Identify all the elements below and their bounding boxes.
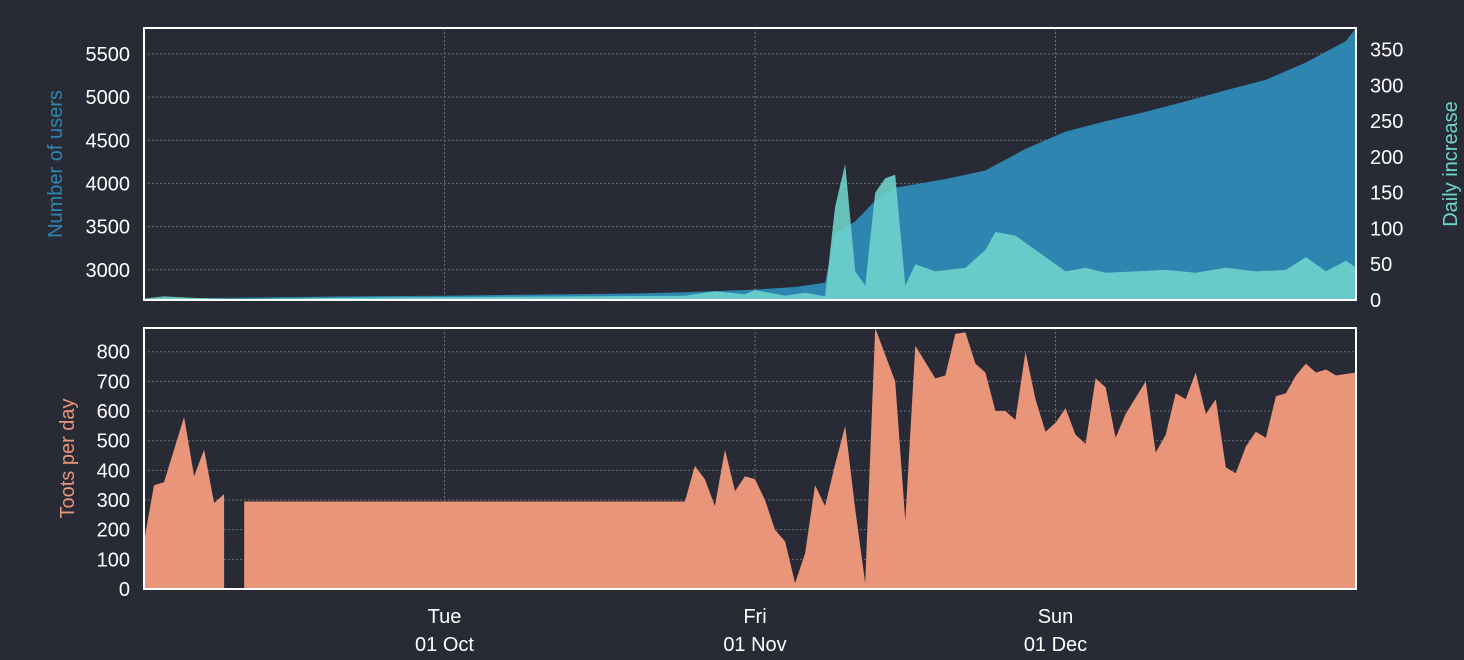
daily-y-tick-label: 250	[1370, 111, 1403, 133]
users-chart: 3000 3500 4000 4500 5000 5500 0 50 100 150 200 250 3…	[45, 27, 1462, 312]
toots-y-tick-label: 700	[97, 371, 130, 393]
users-y-tick-label: 4000	[86, 173, 131, 195]
toots-y-tick-label: 800	[97, 342, 130, 364]
toots-area	[144, 417, 225, 589]
daily-increase-area	[144, 164, 1356, 300]
users-y-axis-title: Number of users	[45, 90, 67, 238]
toots-y-tick-label: 400	[97, 460, 130, 482]
x-tick-weekday-label: Fri	[743, 606, 766, 628]
daily-y-tick-label: 200	[1370, 147, 1403, 169]
x-tick-weekday-label: Sun	[1038, 606, 1074, 628]
toots-y-tick-label: 500	[97, 431, 130, 453]
users-y-tick-label: 3500	[86, 217, 131, 239]
x-tick-date-label: 01 Dec	[1024, 634, 1087, 656]
daily-y-tick-label: 50	[1370, 254, 1392, 276]
toots-y-tick-label: 100	[97, 549, 130, 571]
users-y-tick-label: 5500	[86, 44, 131, 66]
users-chart-frame	[143, 27, 1357, 301]
toots-y-tick-label: 300	[97, 490, 130, 512]
toots-chart-frame	[143, 327, 1357, 590]
users-area	[144, 28, 1356, 300]
x-tick-date-label: 01 Oct	[415, 634, 474, 656]
x-tick-weekday-label: Tue	[428, 606, 462, 628]
x-tick-date-label: 01 Nov	[723, 634, 786, 656]
daily-y-tick-label: 100	[1370, 218, 1403, 240]
daily-y-tick-label: 350	[1370, 39, 1403, 61]
daily-y-tick-label: 150	[1370, 183, 1403, 205]
daily-y-axis-title: Daily increase	[1440, 101, 1462, 227]
users-y-tick-label: 5000	[86, 87, 131, 109]
toots-y-tick-label: 0	[119, 579, 130, 601]
toots-chart: 0 100 200 300 400 500 600 700 800 Toots per day	[57, 327, 1357, 601]
daily-y-tick-label: 0	[1370, 290, 1381, 312]
toots-y-tick-label: 200	[97, 520, 130, 542]
users-y-tick-label: 4500	[86, 130, 131, 152]
users-y-tick-label: 3000	[86, 260, 131, 282]
daily-y-tick-label: 300	[1370, 75, 1403, 97]
toots-area	[244, 328, 1356, 589]
x-axis: Tue 01 Oct Fri 01 Nov Sun 01 Dec	[415, 606, 1087, 656]
toots-y-tick-label: 600	[97, 401, 130, 423]
toots-y-axis-title: Toots per day	[57, 398, 79, 518]
